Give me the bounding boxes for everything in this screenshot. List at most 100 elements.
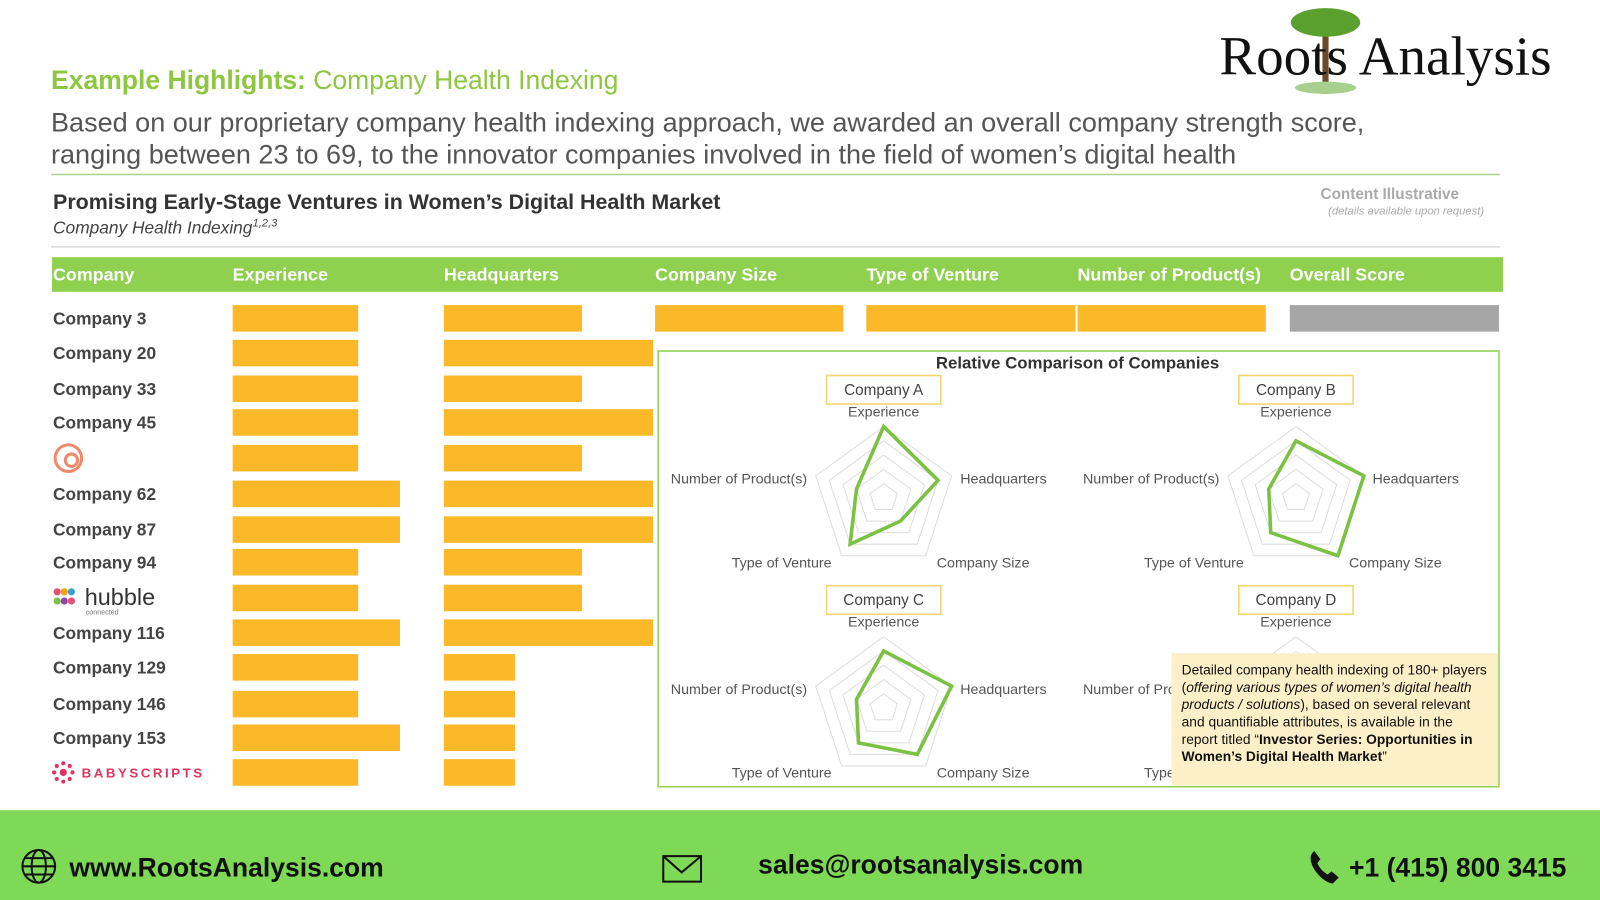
score-bar bbox=[443, 444, 582, 472]
axis-label: Number of Product(s) bbox=[671, 472, 807, 488]
logo-dot bbox=[67, 776, 72, 781]
callout-text: Detailed company health indexing of 180+… bbox=[1171, 653, 1498, 786]
radar-ring bbox=[815, 425, 953, 557]
score-bar bbox=[232, 654, 359, 681]
logo-dot bbox=[67, 597, 75, 605]
note-sub: (details available upon request) bbox=[1328, 205, 1484, 217]
company-name: Company 129 bbox=[53, 657, 166, 677]
logo: Roots Analysis bbox=[1219, 8, 1552, 94]
axis-label: Company Size bbox=[1349, 555, 1442, 571]
company-sublabel: connected bbox=[86, 608, 119, 616]
overall-bar bbox=[1289, 305, 1499, 332]
email[interactable]: sales@rootsanalysis.com bbox=[758, 849, 1083, 879]
column-header: Company bbox=[53, 265, 134, 285]
score-bar bbox=[443, 339, 654, 367]
axis-label: Experience bbox=[1260, 615, 1331, 631]
slide-title: Example Highlights: Company Health Index… bbox=[51, 65, 618, 95]
chart-name: Company B bbox=[1256, 382, 1336, 399]
score-bar bbox=[655, 305, 844, 332]
radar-ring bbox=[869, 483, 898, 511]
chart-name: Company C bbox=[843, 592, 924, 609]
chart-name: Company D bbox=[1256, 592, 1337, 609]
column-header: Experience bbox=[233, 265, 328, 285]
panel-title: Promising Early-Stage Ventures in Women’… bbox=[53, 190, 720, 214]
description: ranging between 23 to 69, to the innovat… bbox=[51, 139, 1236, 169]
score-bar bbox=[443, 548, 582, 576]
company-name: Company 116 bbox=[53, 623, 165, 643]
phone[interactable]: +1 (415) 800 3415 bbox=[1349, 853, 1567, 883]
chart-name-box bbox=[1238, 374, 1354, 405]
company-name: BABYSCRIPTS bbox=[82, 766, 205, 781]
column-header: Type of Venture bbox=[866, 265, 999, 285]
score-bar bbox=[443, 619, 654, 646]
logo-dot bbox=[54, 763, 59, 768]
callout: Detailed company health indexing of 180+… bbox=[1171, 653, 1498, 786]
logo-dot bbox=[60, 597, 68, 605]
column-header: Headquarters bbox=[444, 265, 559, 285]
logo-dot bbox=[53, 588, 61, 596]
score-bar bbox=[232, 759, 359, 786]
score-bar bbox=[443, 480, 654, 508]
description: Based on our proprietary company health … bbox=[51, 108, 1364, 138]
callout-part: Detailed company health indexing of 180+… bbox=[1181, 662, 1487, 695]
company-name: Company 87 bbox=[53, 520, 156, 540]
score-bar bbox=[232, 339, 359, 367]
company-name: Company 62 bbox=[53, 484, 156, 504]
axis-label: Experience bbox=[848, 615, 919, 631]
radar-shape bbox=[847, 423, 941, 548]
logo-dot bbox=[59, 768, 67, 777]
score-bar bbox=[443, 409, 654, 436]
score-bar bbox=[232, 305, 359, 332]
phone-icon bbox=[1310, 851, 1339, 884]
logo-dot bbox=[70, 770, 75, 775]
chart-name-box bbox=[825, 374, 942, 405]
subtitle: Company Health Indexing bbox=[53, 218, 253, 238]
table: Company Experience Headquarters Company Siz… bbox=[52, 265, 1499, 786]
title-rest: Company Health Indexing bbox=[313, 65, 618, 95]
callout-part: ), based on several relevant and quantif… bbox=[1181, 696, 1471, 747]
chart-name-box bbox=[1238, 584, 1354, 616]
globe-icon bbox=[21, 848, 57, 884]
radar-ring bbox=[1281, 483, 1311, 511]
radar-shape bbox=[854, 648, 954, 757]
company-name: Company 33 bbox=[53, 379, 156, 399]
radar-ring bbox=[855, 468, 912, 522]
axis-label: Type of Venture bbox=[732, 555, 832, 571]
axis-label: Experience bbox=[1260, 404, 1331, 420]
note: Content Illustrative bbox=[1321, 186, 1460, 203]
logo-dot bbox=[54, 776, 59, 781]
score-bar bbox=[232, 480, 400, 508]
company-name: Company 94 bbox=[53, 552, 156, 572]
axis-label: Headquarters bbox=[960, 682, 1046, 698]
score-bar bbox=[443, 305, 582, 332]
score-bar bbox=[232, 724, 400, 752]
website[interactable]: www.RootsAnalysis.com bbox=[68, 853, 383, 883]
logo-dot bbox=[61, 779, 66, 784]
company-name: Company 146 bbox=[53, 694, 166, 714]
radar-title: Relative Comparison of Companies bbox=[936, 353, 1219, 372]
axis-label: Number of Product(s) bbox=[1083, 472, 1219, 488]
axis-label: Number of Product(s) bbox=[671, 682, 807, 698]
axis-label: Type of Venture bbox=[732, 766, 832, 782]
radar-ring bbox=[842, 664, 926, 744]
column-header: Number of Product(s) bbox=[1078, 265, 1261, 285]
score-bar bbox=[232, 548, 359, 576]
radar-ring bbox=[1268, 468, 1324, 522]
callout-part: offering various types of women’s digita… bbox=[1181, 679, 1472, 713]
callout-part: ” bbox=[1382, 748, 1387, 765]
chart-name-box bbox=[825, 584, 942, 616]
company-name: Company 3 bbox=[53, 308, 147, 328]
radar-ring bbox=[869, 693, 898, 721]
axis-label: Company Size bbox=[937, 766, 1030, 782]
radar-ring bbox=[1240, 440, 1351, 545]
score-bar bbox=[866, 305, 1076, 332]
score-bar bbox=[232, 584, 359, 612]
radar-panel: Relative Comparison of Companies Company … bbox=[657, 350, 1500, 788]
radar-ring bbox=[855, 678, 912, 732]
logo-dot bbox=[52, 770, 57, 775]
axis-label: Type of Venture bbox=[1144, 555, 1244, 571]
radar-ring bbox=[1254, 454, 1338, 534]
radar-ring bbox=[1227, 425, 1365, 557]
